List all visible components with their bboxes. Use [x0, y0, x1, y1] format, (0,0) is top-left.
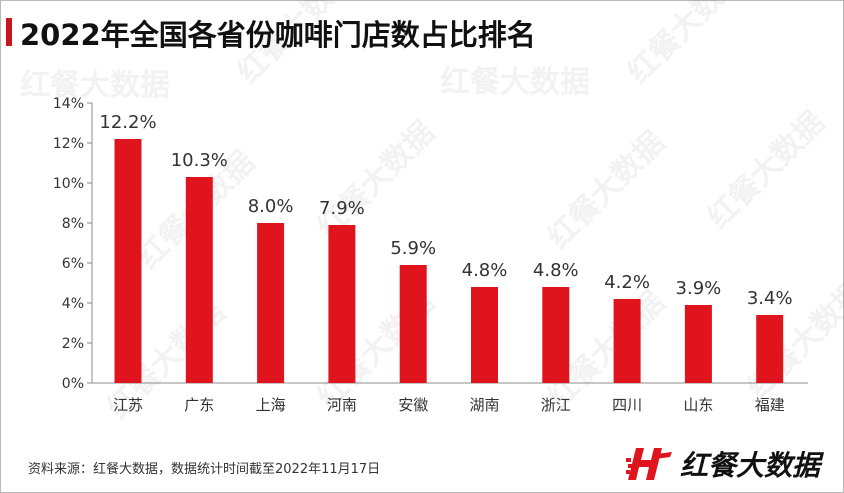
bar-福建 [756, 315, 784, 383]
y-tick-label: 12% [53, 136, 84, 152]
watermark-text: 红餐大数据 [231, 0, 362, 91]
value-label: 8.0% [248, 196, 294, 217]
y-tick-label: 0% [62, 376, 84, 392]
watermark-text: 红餐大数据 [621, 0, 752, 91]
value-label: 3.9% [676, 278, 722, 299]
y-tick-label: 6% [62, 256, 84, 272]
category-label: 四川 [612, 396, 642, 414]
y-tick-label: 4% [62, 296, 84, 312]
bar-四川 [613, 299, 641, 383]
chart-title: 2022年全国各省份咖啡门店数占比排名 [20, 18, 536, 52]
y-tick-label: 8% [62, 216, 84, 232]
watermark-text: 红餐大数据 [20, 68, 170, 103]
value-label: 5.9% [390, 238, 436, 259]
category-label: 广东 [184, 396, 214, 414]
bar-山东 [684, 305, 712, 383]
watermark-text: 红餐大数据 [440, 65, 590, 100]
watermark-text: 红餐大数据 [541, 125, 672, 256]
bar-上海 [257, 223, 285, 383]
bar-广东 [185, 177, 213, 383]
brand-logo: 红餐大数据 [626, 444, 820, 484]
title-accent-bar [6, 18, 12, 46]
brand-name: 红餐大数据 [680, 449, 821, 482]
category-label: 上海 [256, 396, 286, 414]
y-tick-label: 10% [53, 176, 84, 192]
value-label: 4.8% [533, 260, 579, 281]
bar-浙江 [542, 287, 570, 383]
watermark-text: 红餐大数据 [701, 105, 832, 236]
category-label: 山东 [683, 396, 713, 414]
y-tick-label: 14% [53, 96, 84, 112]
source-note: 资料来源：红餐大数据，数据统计时间截至2022年11月17日 [28, 462, 381, 477]
category-label: 福建 [755, 396, 785, 414]
value-label: 7.9% [319, 198, 365, 219]
value-label: 3.4% [747, 288, 793, 309]
bar-江苏 [114, 139, 142, 383]
bar-安徽 [399, 265, 427, 383]
category-label: 湖南 [469, 396, 499, 414]
value-label: 4.8% [462, 260, 508, 281]
category-label: 浙江 [541, 396, 571, 414]
bar-河南 [328, 225, 356, 383]
bars [114, 139, 784, 383]
value-label: 10.3% [171, 150, 228, 171]
y-tick-label: 2% [62, 336, 84, 352]
x-axis-categories: 江苏 广东 上海 河南 安徽 湖南 浙江 四川 山东 福建 [113, 396, 785, 414]
category-label: 安徽 [398, 396, 428, 414]
bar-湖南 [471, 287, 498, 383]
value-label: 4.2% [604, 272, 650, 293]
category-label: 江苏 [113, 396, 143, 414]
value-labels: 12.2% 10.3% 8.0% 7.9% 5.9% 4.8% 4.8% 4.2% 3.9% 3.… [99, 112, 792, 309]
category-label: 河南 [327, 396, 357, 414]
hc-logo-icon [626, 448, 672, 480]
value-label: 12.2% [99, 112, 156, 133]
